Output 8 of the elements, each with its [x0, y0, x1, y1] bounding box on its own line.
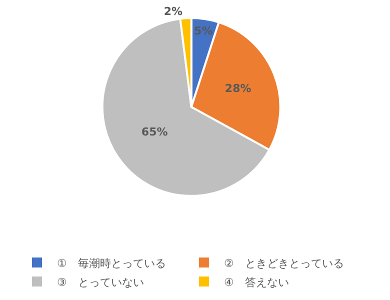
legend-label: ② ときどきとっている	[224, 256, 344, 270]
data-label: 5%	[194, 24, 213, 38]
data-label: 2%	[164, 5, 183, 18]
legend-label: ① 毎潮時とっている	[57, 256, 166, 270]
data-label: 65%	[141, 125, 168, 138]
data-label: 28%	[224, 82, 252, 95]
legend-label: ③ とっていない	[57, 276, 144, 289]
legend-label: ④ 答えない	[224, 276, 289, 289]
